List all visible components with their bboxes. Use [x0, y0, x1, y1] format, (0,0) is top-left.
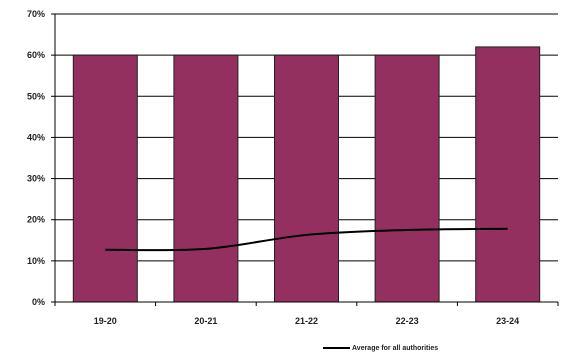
y-tick-label: 10%	[27, 256, 45, 266]
bar-20-21	[173, 54, 239, 303]
bar-22-23	[374, 54, 440, 303]
y-tick-label: 70%	[27, 9, 45, 19]
average-line-series	[105, 227, 508, 252]
bar-23-24	[475, 46, 541, 303]
axes	[51, 13, 559, 306]
y-tick-label: 40%	[27, 132, 45, 142]
y-tick-label: 60%	[27, 50, 45, 60]
x-tick-label: 19-20	[94, 316, 117, 326]
y-tick-label: 20%	[27, 215, 45, 225]
bar-19-20	[72, 54, 138, 303]
tick-labels: 0% 10% 20% 30% 40% 50% 60% 70% 19-20 20-21 21-22 22…	[27, 9, 519, 326]
legend-label: Average for all authorities	[352, 345, 438, 352]
average-line	[105, 227, 508, 252]
y-tick-label: 50%	[27, 91, 45, 101]
x-tick-label: 21-22	[295, 316, 318, 326]
x-tick-label: 23-24	[496, 316, 519, 326]
legend: Average for all authorities	[323, 345, 438, 352]
y-tick-label: 30%	[27, 174, 45, 184]
y-tick-label: 0%	[32, 297, 45, 307]
x-tick-label: 20-21	[194, 316, 217, 326]
bars-series	[72, 46, 541, 303]
bar-21-22	[274, 54, 339, 303]
x-tick-label: 22-23	[396, 316, 419, 326]
